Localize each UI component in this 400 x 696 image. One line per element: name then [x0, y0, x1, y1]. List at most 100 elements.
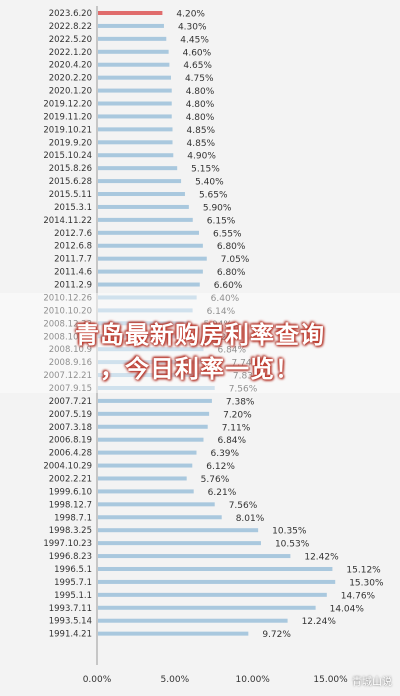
bar [98, 489, 194, 493]
bar [98, 464, 192, 468]
bar [98, 593, 327, 597]
bar [98, 205, 189, 209]
value-label: 7.05% [221, 255, 250, 265]
value-label: 6.21% [208, 488, 237, 498]
bar [98, 541, 261, 545]
category-label: 2012.7.6 [54, 229, 92, 239]
category-label: 2015.5.11 [49, 190, 92, 200]
value-label: 4.85% [187, 139, 216, 149]
value-label: 15.12% [346, 565, 381, 575]
bar [98, 244, 203, 248]
bar [98, 218, 193, 222]
x-tick-label: 10.00% [236, 675, 271, 685]
bar [98, 50, 169, 54]
value-label: 5.76% [201, 475, 230, 485]
value-label: 5.15% [191, 165, 220, 175]
category-label: 1998.7.1 [54, 513, 92, 523]
category-label: 2002.2.21 [49, 474, 92, 484]
bar [98, 580, 335, 584]
value-label: 6.84% [217, 436, 246, 446]
bar [98, 451, 196, 455]
value-label: 4.65% [183, 61, 212, 71]
category-label: 1998.12.7 [49, 500, 92, 510]
category-label: 2011.7.7 [54, 255, 92, 265]
bar [98, 425, 208, 429]
value-label: 6.80% [217, 268, 246, 278]
category-label: 2007.7.21 [49, 397, 92, 407]
category-label: 2022.8.22 [49, 22, 92, 32]
category-label: 2019.10.21 [43, 125, 92, 135]
value-label: 6.80% [217, 242, 246, 252]
bar [98, 257, 207, 261]
value-label: 8.01% [236, 514, 265, 524]
value-label: 12.42% [304, 553, 339, 563]
value-label: 10.53% [275, 540, 310, 550]
headline-line-1: 青岛最新购房利率查询 [0, 318, 400, 352]
headline-text: 青岛最新购房利率查询 ，今日利率一览！ [0, 318, 400, 386]
value-label: 4.85% [187, 126, 216, 136]
bar [98, 515, 222, 519]
bar [98, 76, 171, 80]
bar [98, 140, 173, 144]
bar [98, 231, 199, 235]
value-label: 6.15% [207, 216, 236, 226]
value-label: 9.72% [262, 630, 291, 640]
value-label: 4.90% [187, 152, 216, 162]
bar [98, 438, 203, 442]
category-label: 2004.10.29 [43, 462, 92, 472]
value-label: 5.40% [195, 178, 224, 188]
bar [98, 619, 288, 623]
bar [98, 179, 181, 183]
category-label: 2012.6.8 [54, 242, 92, 252]
bar [98, 270, 203, 274]
value-label: 15.30% [349, 578, 384, 588]
x-tick-label: 5.00% [161, 675, 190, 685]
category-label: 2014.11.22 [43, 216, 92, 226]
category-label: 2020.4.20 [49, 61, 92, 71]
category-label: 2011.4.6 [54, 268, 92, 278]
bar [98, 399, 212, 403]
category-label: 1996.8.23 [49, 552, 92, 562]
category-label: 2007.5.19 [49, 410, 92, 420]
category-label: 2023.6.20 [49, 9, 92, 19]
category-label: 2006.8.19 [49, 436, 92, 446]
watermark: 青城山说 [352, 673, 392, 688]
value-label: 14.04% [330, 604, 365, 614]
bar [98, 554, 290, 558]
value-label: 4.60% [183, 48, 212, 58]
headline-line-2: ，今日利率一览！ [0, 352, 400, 386]
value-label: 5.90% [203, 203, 232, 213]
value-label: 4.80% [186, 113, 215, 123]
category-label: 2015.6.28 [49, 177, 92, 187]
bar [98, 166, 177, 170]
bar [98, 153, 173, 157]
category-label: 2022.5.20 [49, 35, 92, 45]
value-label: 4.20% [176, 10, 205, 20]
bar [98, 11, 162, 15]
value-label: 7.20% [223, 410, 252, 420]
category-label: 2015.8.26 [49, 164, 92, 174]
x-tick-label: 0.00% [83, 675, 112, 685]
value-label: 6.12% [206, 462, 235, 472]
category-label: 1991.4.21 [49, 630, 92, 640]
bar [98, 114, 172, 118]
bar [98, 24, 164, 28]
bar [98, 412, 209, 416]
category-label: 2022.1.20 [49, 48, 92, 58]
value-label: 12.24% [302, 617, 337, 627]
category-label: 1993.5.14 [49, 617, 92, 627]
value-label: 7.38% [226, 397, 255, 407]
value-label: 7.56% [229, 501, 258, 511]
bar [98, 476, 187, 480]
category-label: 2015.10.24 [43, 151, 92, 161]
category-label: 1993.7.11 [49, 604, 92, 614]
category-label: 1998.3.25 [49, 526, 92, 536]
bar [98, 89, 172, 93]
category-label: 2019.12.20 [43, 100, 92, 110]
value-label: 6.55% [213, 229, 242, 239]
category-label: 2011.2.9 [54, 281, 92, 291]
category-label: 2020.1.20 [49, 87, 92, 97]
category-label: 1996.5.1 [54, 565, 92, 575]
bar [98, 528, 258, 532]
category-label: 2019.9.20 [49, 138, 92, 148]
